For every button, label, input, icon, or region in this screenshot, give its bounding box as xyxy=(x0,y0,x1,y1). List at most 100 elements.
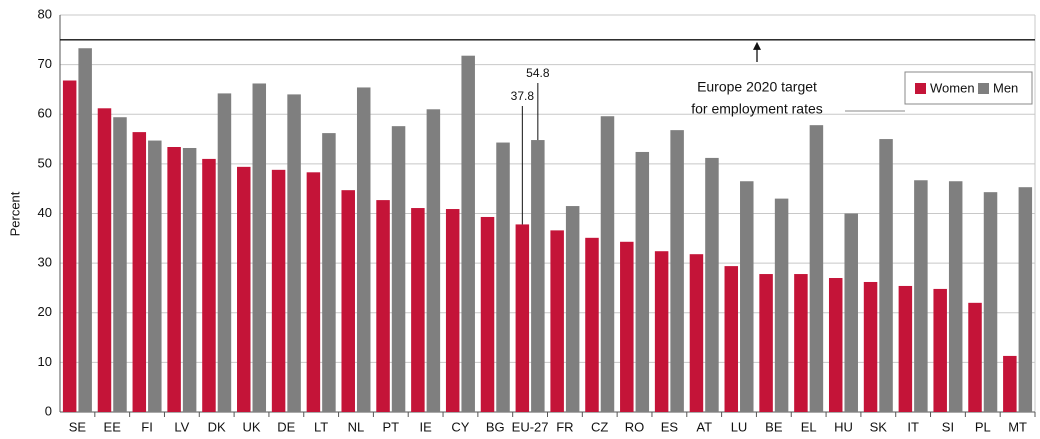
y-tick-label: 10 xyxy=(38,354,52,369)
bar xyxy=(341,190,355,412)
bar xyxy=(983,192,998,412)
bar xyxy=(724,266,739,412)
bar xyxy=(132,132,147,413)
bar xyxy=(480,216,495,412)
x-tick-label: PL xyxy=(975,419,991,434)
bar xyxy=(97,108,112,413)
x-tick-label: PT xyxy=(382,419,399,434)
y-tick-label: 40 xyxy=(38,205,52,220)
bar xyxy=(774,198,789,412)
x-tick-label: NL xyxy=(348,419,365,434)
bar xyxy=(844,213,858,412)
bar xyxy=(670,130,684,412)
x-tick-label: SE xyxy=(69,419,87,434)
bar xyxy=(898,285,913,412)
bar xyxy=(635,151,650,412)
x-tick-label: DE xyxy=(277,419,295,434)
x-tick-label: FR xyxy=(556,419,573,434)
target-annotation: for employment rates xyxy=(691,101,823,117)
bar xyxy=(113,117,127,412)
y-tick-label: 0 xyxy=(45,403,52,418)
bar xyxy=(148,140,162,412)
legend-swatch xyxy=(978,83,989,94)
bar xyxy=(306,172,321,412)
x-tick-label: FI xyxy=(141,419,153,434)
bar xyxy=(445,209,460,412)
bar xyxy=(322,133,336,413)
data-label: 37.8 xyxy=(511,89,535,103)
x-tick-label: BG xyxy=(486,419,505,434)
bar xyxy=(356,87,371,412)
bar xyxy=(759,274,773,412)
legend-label: Men xyxy=(993,80,1018,95)
bar xyxy=(794,274,808,412)
bar xyxy=(585,237,599,412)
x-tick-label: HU xyxy=(834,419,853,434)
x-tick-label: DK xyxy=(208,419,226,434)
bar xyxy=(461,55,475,412)
bar xyxy=(620,241,634,412)
y-axis-label: Percent xyxy=(7,191,22,236)
x-tick-label: BE xyxy=(765,419,783,434)
bar xyxy=(426,109,441,412)
x-tick-label: EU-27 xyxy=(512,419,549,434)
x-tick-label: IE xyxy=(419,419,432,434)
y-tick-label: 50 xyxy=(38,155,52,170)
x-tick-label: UK xyxy=(242,419,260,434)
bar xyxy=(167,147,181,412)
bar xyxy=(565,206,580,412)
x-tick-label: MT xyxy=(1008,419,1027,434)
bar xyxy=(391,126,406,412)
bar xyxy=(237,166,251,412)
x-tick-label: EL xyxy=(801,419,817,434)
bar xyxy=(271,169,286,412)
bar xyxy=(879,139,893,412)
bar xyxy=(531,140,545,412)
bar xyxy=(705,157,719,412)
data-label: 54.8 xyxy=(526,66,550,80)
bar xyxy=(809,125,824,412)
bar xyxy=(182,147,197,412)
bar xyxy=(1003,355,1017,412)
y-tick-label: 20 xyxy=(38,304,52,319)
bar xyxy=(968,302,982,412)
bar xyxy=(411,208,425,412)
bar xyxy=(252,83,267,413)
legend-label: Women xyxy=(930,80,975,95)
bar xyxy=(376,200,390,412)
y-tick-label: 70 xyxy=(38,56,52,71)
x-tick-label: SI xyxy=(942,419,954,434)
target-annotation: Europe 2020 target xyxy=(697,79,817,95)
bar xyxy=(828,278,843,412)
bar xyxy=(948,181,963,412)
y-tick-label: 60 xyxy=(38,106,52,121)
bar xyxy=(202,158,216,412)
x-tick-label: EE xyxy=(104,419,122,434)
bar xyxy=(689,254,704,412)
bar xyxy=(654,251,669,412)
bar xyxy=(1018,187,1033,412)
x-tick-label: AT xyxy=(696,419,712,434)
bar xyxy=(740,181,754,412)
x-tick-label: SK xyxy=(870,419,888,434)
x-tick-label: LT xyxy=(314,419,328,434)
bar xyxy=(863,281,878,412)
bar xyxy=(217,93,232,412)
x-tick-label: IT xyxy=(907,419,919,434)
bar xyxy=(933,288,947,412)
legend-swatch xyxy=(915,83,926,94)
bar xyxy=(600,116,615,413)
legend-box xyxy=(904,71,1033,105)
x-tick-label: RO xyxy=(625,419,645,434)
x-tick-label: CY xyxy=(451,419,469,434)
x-tick-label: LU xyxy=(731,419,748,434)
x-tick-label: CZ xyxy=(591,419,608,434)
bar xyxy=(62,80,77,412)
arrow-head xyxy=(753,41,761,50)
x-tick-label: ES xyxy=(661,419,679,434)
y-tick-label: 80 xyxy=(38,6,52,21)
x-tick-label: LV xyxy=(174,419,189,434)
bar xyxy=(78,48,92,412)
bar xyxy=(496,142,510,412)
